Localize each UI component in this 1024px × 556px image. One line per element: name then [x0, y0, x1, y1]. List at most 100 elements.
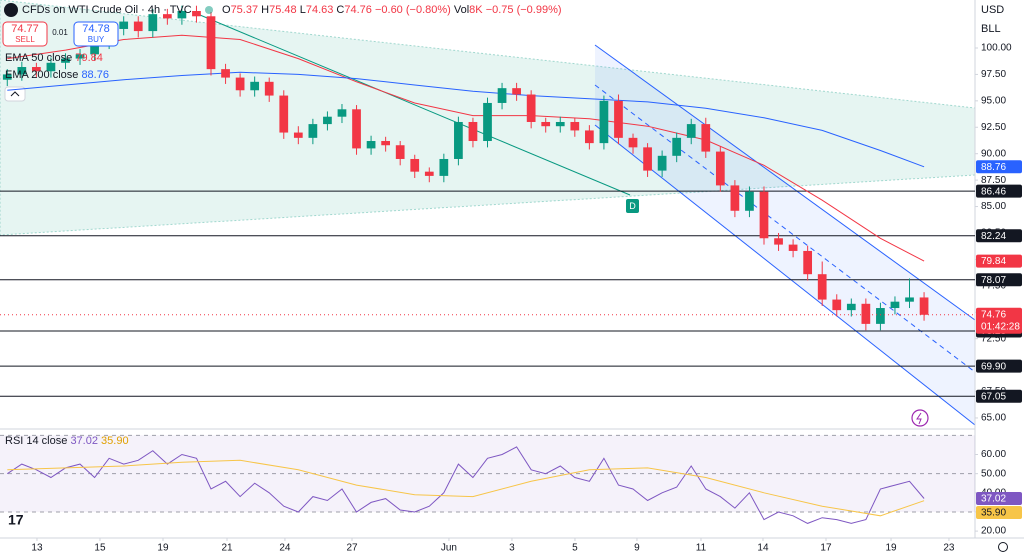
candle-body	[410, 158, 420, 172]
candle-body	[788, 244, 798, 251]
buy-button[interactable]	[73, 21, 119, 47]
candle-body	[643, 147, 652, 171]
x-tick-label: 23	[943, 543, 955, 554]
indicator-legend: EMA 50 close 79.84	[5, 52, 103, 64]
candle-body	[730, 185, 740, 211]
candle-body	[439, 158, 449, 176]
candle-body	[526, 94, 536, 122]
candle-body	[657, 155, 667, 171]
y-tick-label: 100.00	[981, 43, 1012, 54]
x-tick-label: 27	[346, 543, 358, 554]
ema-line	[7, 34, 925, 262]
candle-body	[32, 67, 41, 72]
candle-body	[250, 81, 260, 91]
price-badge-label: 37.02	[981, 494, 1006, 505]
rsi-value: 35.90	[101, 435, 129, 447]
candle-body	[454, 121, 463, 159]
candle-body	[614, 100, 623, 138]
candle-body	[905, 297, 914, 302]
x-tick-label: 11	[696, 543, 707, 554]
candle-body	[468, 121, 478, 142]
unit: BLL	[981, 23, 1001, 35]
candle-body	[846, 303, 856, 311]
candle-body	[803, 250, 813, 275]
sell-button[interactable]	[2, 21, 48, 47]
candle-body	[264, 81, 274, 96]
indicator-value: 88.76	[81, 69, 109, 81]
price-badge	[976, 229, 1022, 243]
candle-body	[512, 88, 521, 95]
price-badge-label: 78.07	[981, 275, 1006, 286]
volume-change: −0.75 (−0.99%)	[486, 4, 562, 16]
x-tick-label: 15	[94, 543, 106, 554]
flash-icon[interactable]	[916, 412, 922, 425]
y-tick-label: 60.00	[981, 449, 1006, 460]
candle-body	[483, 102, 492, 142]
price-badge-label: 69.90	[981, 361, 1006, 372]
candle-body	[774, 238, 783, 245]
candle-body	[817, 274, 827, 300]
rsi-line	[7, 446, 925, 524]
channel-lower	[594, 124, 976, 426]
x-tick-label: 13	[31, 543, 43, 554]
collapse-icon[interactable]	[10, 91, 20, 97]
candle-body	[366, 141, 376, 149]
x-tick-label: 19	[885, 543, 897, 554]
price-badge-label: 86.46	[981, 186, 1006, 197]
ohlc-value: 74.63	[306, 4, 334, 16]
candle-body	[75, 54, 85, 59]
candle-body	[686, 124, 696, 138]
candle-body	[293, 132, 303, 138]
candle-body	[555, 121, 565, 127]
x-tick-label: 9	[634, 543, 640, 554]
ohlc-key: H	[261, 4, 269, 16]
price-badge	[976, 273, 1022, 287]
x-tick-label: 5	[572, 543, 578, 554]
candle-body	[206, 16, 216, 70]
candle-body	[308, 124, 318, 138]
current-price-badge	[976, 307, 1022, 334]
candle-body	[17, 67, 27, 75]
candle-body	[221, 69, 230, 78]
candle-body	[919, 297, 929, 315]
y-tick-label: 72.50	[981, 333, 1006, 344]
symbol-logo	[4, 3, 18, 17]
x-tick-label: 21	[221, 543, 233, 554]
price-badge	[976, 506, 1022, 520]
x-tick-label: 3	[509, 543, 515, 554]
volume-key: Vol	[454, 4, 469, 16]
indicator-value: 79.84	[75, 52, 103, 64]
price-badge	[976, 359, 1022, 373]
volume-value: 8K	[469, 4, 483, 16]
settings-icon[interactable]	[998, 542, 1008, 552]
countdown-label: 01:42:28	[981, 321, 1020, 332]
candle-body	[162, 14, 172, 19]
sell-label: SELL	[15, 35, 35, 44]
candle-body	[832, 299, 842, 311]
rsi-value: 37.02	[70, 435, 98, 447]
candle-body	[61, 58, 70, 63]
dividend-marker	[626, 199, 639, 213]
candle-body	[628, 137, 638, 148]
candle-body	[133, 21, 143, 32]
ohlc-key: L	[300, 4, 306, 16]
candle-body	[395, 145, 405, 159]
flash-icon[interactable]	[911, 409, 929, 427]
price-badge	[976, 254, 1022, 268]
change-value: −0.60 (−0.80%)	[375, 4, 451, 16]
candle-body	[497, 88, 507, 103]
trend-line	[199, 14, 631, 196]
y-tick-label: 85.00	[981, 201, 1006, 212]
channel-mid	[594, 84, 976, 373]
price-badge-label: 79.84	[981, 256, 1006, 267]
ohlc-value: 75.48	[269, 4, 297, 16]
candle-body	[381, 141, 390, 146]
y-tick-label: 92.50	[981, 122, 1006, 133]
candle-body	[585, 130, 594, 144]
candle-body	[323, 116, 332, 125]
channel-upper	[594, 44, 976, 321]
candle-body	[46, 62, 56, 72]
candle-body	[352, 109, 361, 149]
spread: 0.01	[52, 28, 68, 37]
candle-body	[337, 109, 347, 117]
